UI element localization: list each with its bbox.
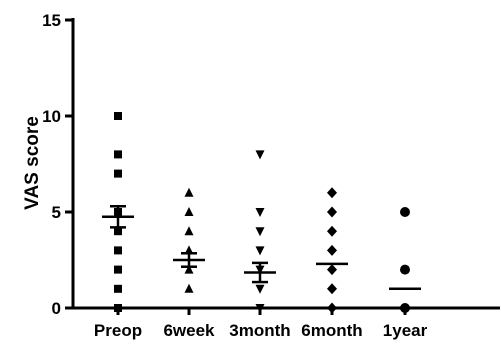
square-point [114,169,122,178]
triangle-down-point [255,208,265,217]
square-point [114,150,122,159]
x-category-label: 6week [163,321,215,340]
diamond-point [327,206,337,218]
x-category-label: 1year [383,321,428,340]
square-point [114,304,122,312]
triangle-up-point [184,207,194,216]
y-ticks: 0 5 10 15 [42,11,73,318]
triangle-down-point [255,246,265,256]
circle-point [400,264,410,275]
y-tick-label: 0 [52,299,61,318]
x-category-label: 3month [229,321,290,340]
square-point [114,265,122,274]
y-tick-label: 5 [52,203,61,222]
diamond-point [327,187,337,199]
y-axis-title: VAS score [22,116,43,210]
y-tick-label: 15 [42,11,61,30]
diamond-point [327,244,337,256]
triangle-down-point [255,304,265,313]
diamond-point [327,225,337,237]
x-category-label: 6month [301,321,362,340]
triangle-down-point [255,284,265,294]
diamond-point [327,283,337,295]
diamond-point [327,302,337,314]
x-category-label: Preop [94,321,142,340]
triangle-up-point [184,264,194,274]
triangle-down-point [255,227,265,237]
triangle-up-point [184,187,194,197]
y-tick-label: 10 [42,107,61,126]
triangle-up-point [184,226,194,236]
square-point [114,112,122,120]
mean-sem-bars [102,204,421,291]
circle-point [400,207,410,217]
circle-point [400,303,410,313]
x-category-labels: Preop 6week 3month 6month 1year [94,308,428,340]
axes [71,18,500,310]
square-point [114,284,122,293]
diamond-point [327,264,337,276]
triangle-down-point [255,150,265,160]
square-point [114,246,122,255]
triangle-up-point [184,283,194,293]
square-point [114,227,122,236]
